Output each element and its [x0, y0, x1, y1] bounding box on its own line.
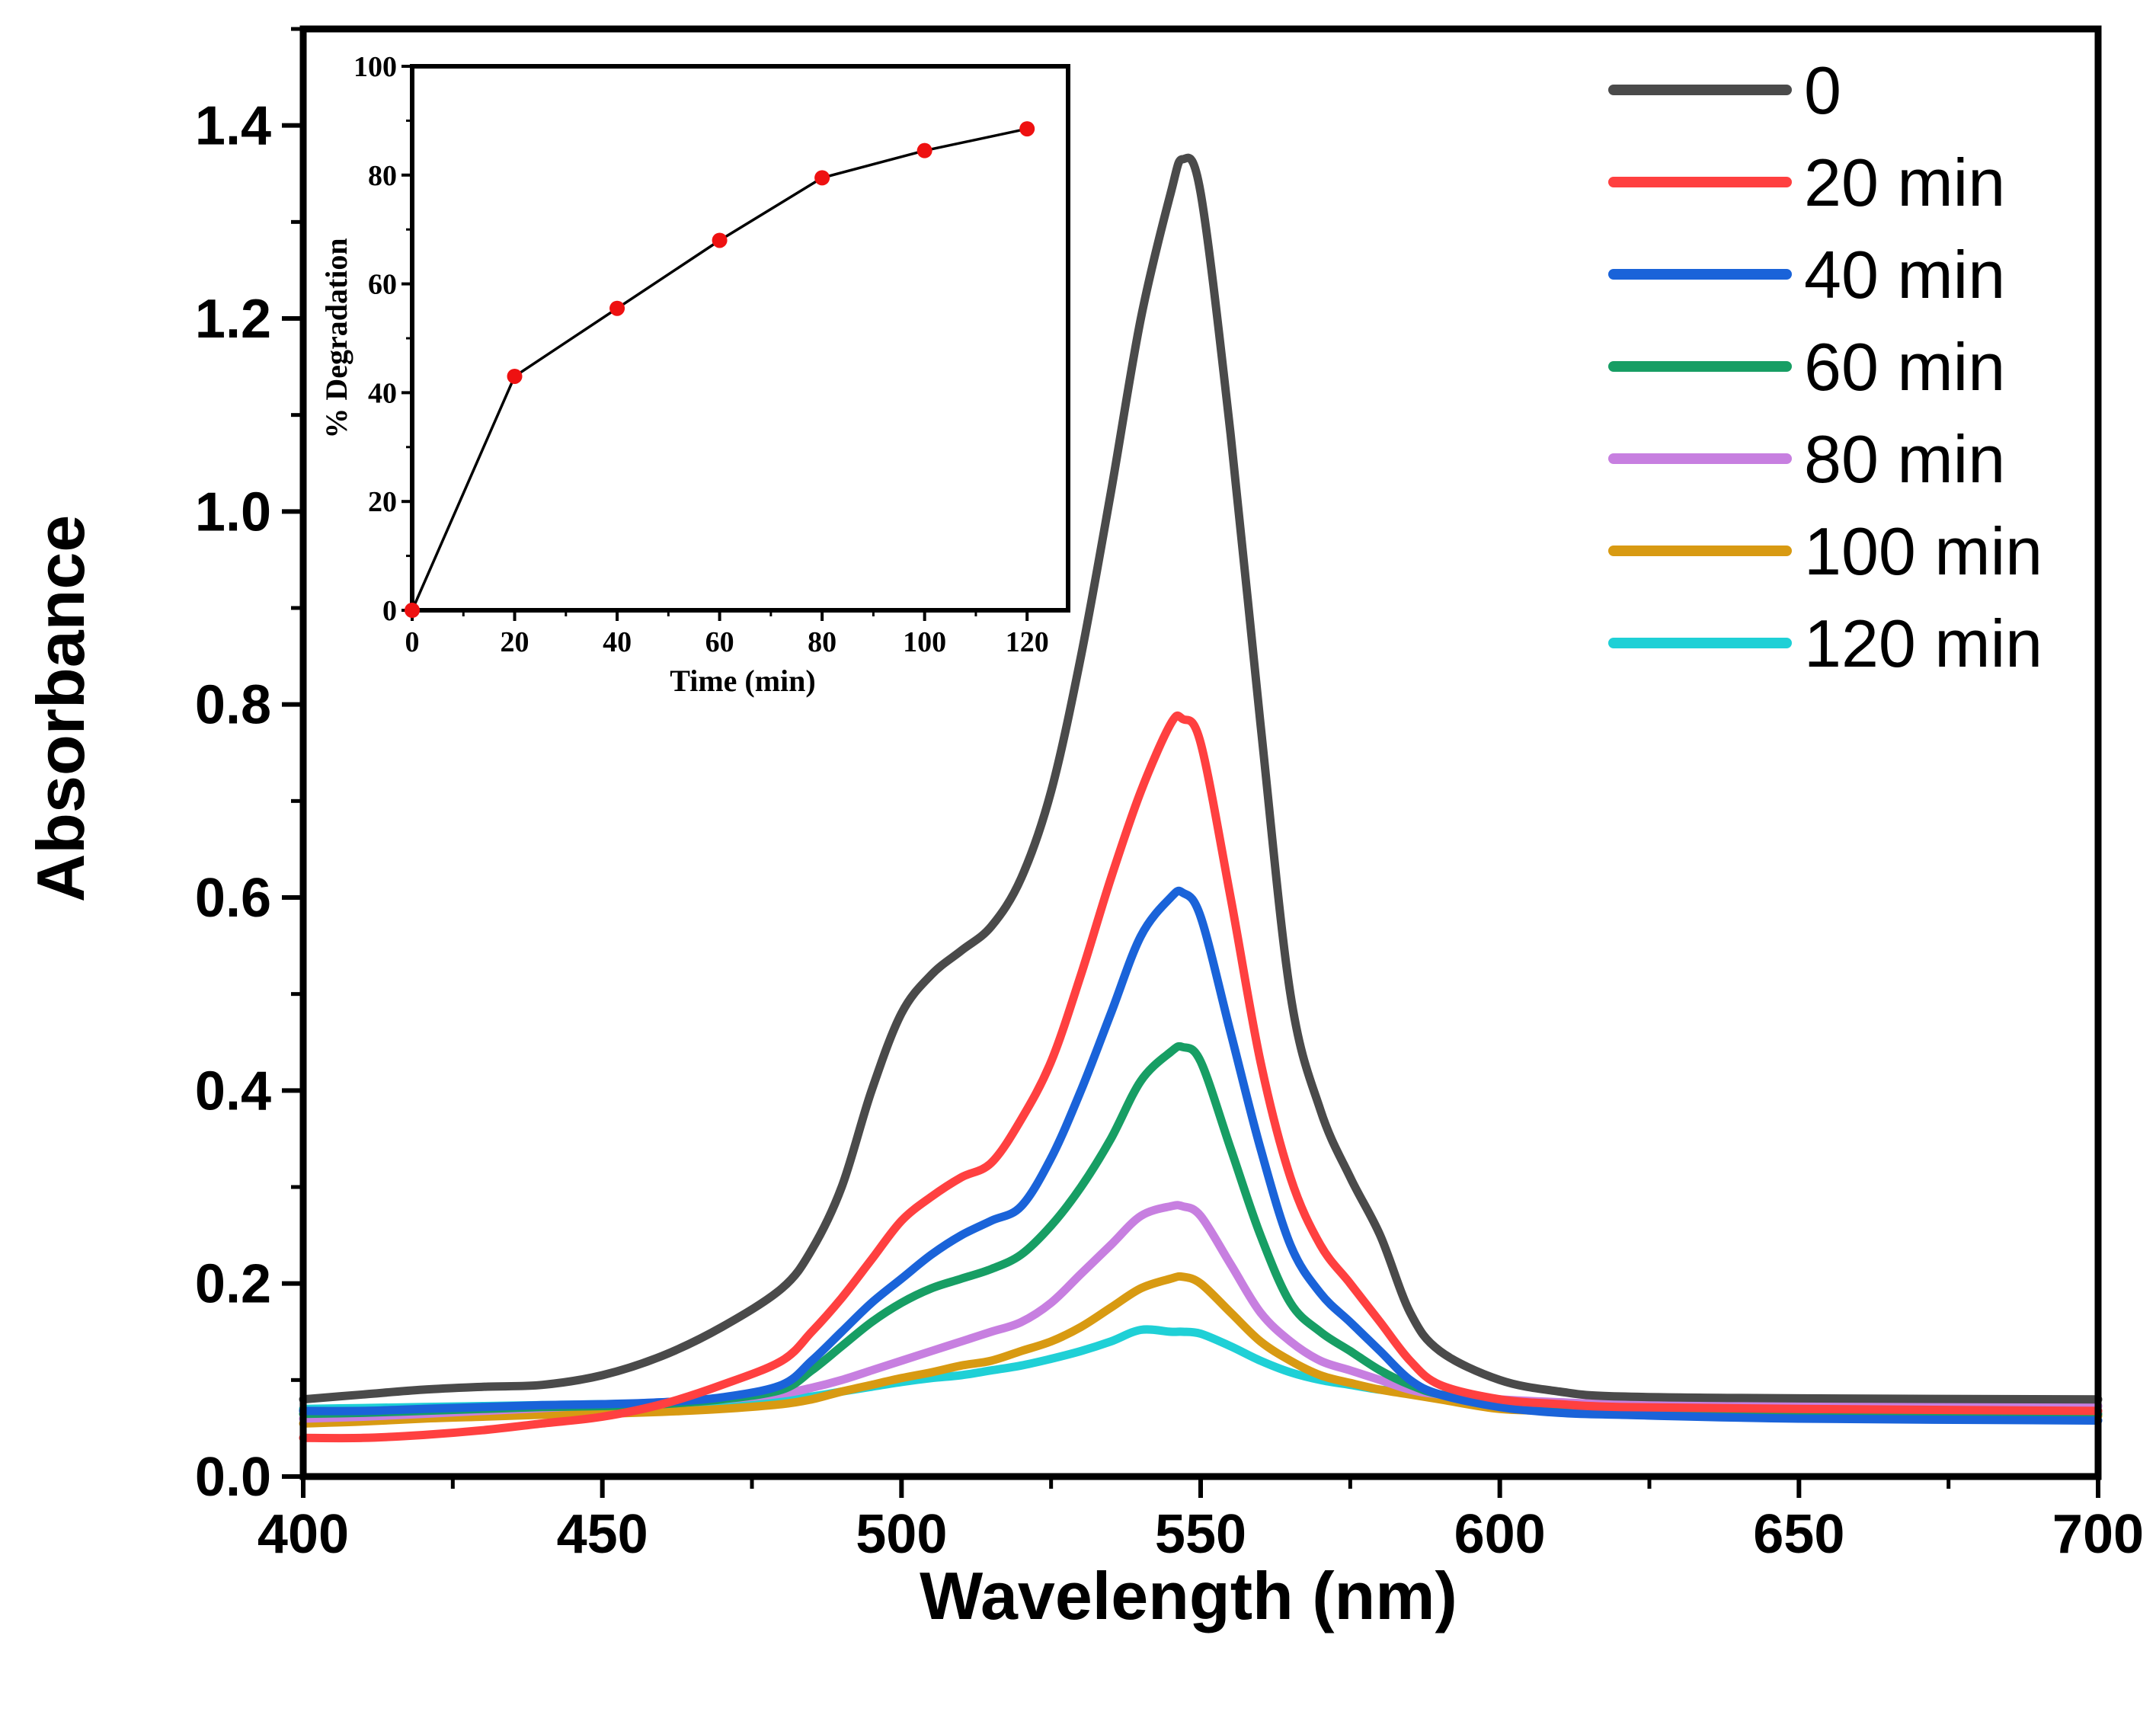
y-tick-label: 1.4	[195, 96, 271, 157]
series-line-40-min	[299, 886, 2103, 1425]
legend-label: 100 min	[1804, 514, 2042, 589]
inset-x-tick-label: 120	[1006, 626, 1049, 658]
inset-y-tick-label: 0	[382, 595, 397, 627]
y-tick-label: 0.0	[195, 1447, 271, 1508]
inset-x-tick-label: 0	[405, 626, 420, 658]
inset-x-tick-label: 60	[705, 626, 734, 658]
inset-markers	[405, 121, 1035, 618]
legend-label: 80 min	[1804, 421, 2005, 497]
x-tick-label: 400	[258, 1504, 349, 1565]
x-tick-label: 650	[1753, 1504, 1844, 1565]
y-tick-label: 0.4	[195, 1061, 271, 1121]
main-series-lines	[299, 153, 2103, 1443]
main-tick-labels: 400 450 500 550 600 650 7000.00.20.40.60.81.01…	[195, 96, 2144, 1565]
y-tick-label: 0.2	[195, 1254, 271, 1315]
inset-data-point	[712, 232, 728, 248]
x-tick-label: 500	[856, 1504, 947, 1565]
inset-data-point	[1019, 121, 1035, 137]
x-axis-title: Wavelength (nm)	[920, 1558, 1457, 1633]
inset-x-tick-label: 40	[603, 626, 632, 658]
y-tick-label: 0.8	[195, 675, 271, 736]
series-line-20-min	[299, 711, 2103, 1443]
x-tick-label: 700	[2052, 1504, 2144, 1565]
inset-data-point	[814, 170, 830, 186]
legend-label: 0	[1804, 53, 1841, 128]
x-tick-label: 550	[1155, 1504, 1246, 1565]
inset-y-tick-label: 100	[353, 51, 397, 83]
inset-x-tick-label: 80	[808, 626, 836, 658]
legend-label: 60 min	[1804, 329, 2005, 405]
inset-chart: 0 20 40 60 80 100 120 0 20 40 60 80 100 Time (min) %…	[319, 51, 1070, 698]
inset-frame	[410, 64, 1070, 613]
legend: 0 20 min 40 min 60 min 80 min 100 min 120 min	[1608, 53, 2042, 681]
inset-y-tick-label: 80	[368, 160, 397, 192]
series-line-80-min	[299, 1201, 2103, 1423]
inset-data-point	[916, 142, 932, 158]
inset-y-axis-title: % Degradation	[319, 238, 353, 438]
inset-x-tick-label: 100	[903, 626, 946, 658]
y-axis-title: Absorbance	[23, 515, 98, 903]
x-tick-label: 450	[557, 1504, 648, 1565]
inset-y-tick-label: 40	[368, 377, 397, 409]
inset-data-point	[609, 300, 625, 316]
inset-y-tick-label: 20	[368, 486, 397, 518]
y-tick-label: 1.2	[195, 289, 271, 350]
inset-data-point	[507, 368, 523, 384]
y-tick-label: 1.0	[195, 482, 271, 542]
inset-data-point	[405, 603, 420, 618]
main-plot-frame	[299, 25, 2102, 1480]
legend-label: 120 min	[1804, 606, 2042, 681]
inset-x-tick-label: 20	[501, 626, 529, 658]
legend-label: 40 min	[1804, 237, 2005, 312]
series-line-60-min	[299, 1041, 2103, 1419]
series-line-0	[299, 153, 2103, 1404]
inset-x-axis-title: Time (min)	[670, 664, 815, 698]
inset-axis-ticks: 0 20 40 60 80 100 120 0 20 40 60 80 100	[353, 51, 1049, 658]
legend-label: 20 min	[1804, 145, 2005, 220]
x-tick-label: 600	[1454, 1504, 1546, 1565]
inset-y-tick-label: 60	[368, 269, 397, 301]
y-tick-label: 0.6	[195, 868, 271, 929]
